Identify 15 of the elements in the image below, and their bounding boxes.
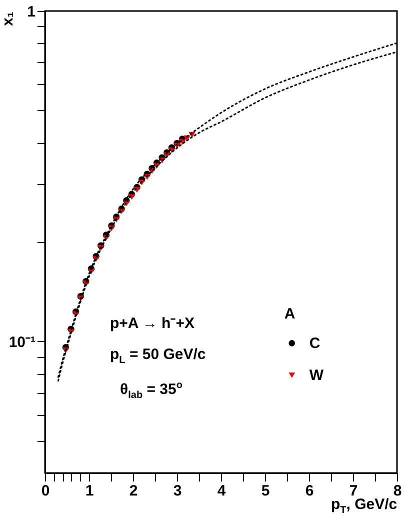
x-tick-label: 1 — [85, 482, 94, 500]
annotation: p$_{L}$ = 50 GeV/c — [110, 346, 206, 366]
annotation: θ$_{lab}$ = 35$^{o}$ — [120, 380, 182, 401]
legend-label: W — [309, 367, 324, 384]
legend-title: A — [284, 306, 296, 323]
x-tick-label: 3 — [173, 482, 182, 500]
y-tick-label: 10⁻¹ — [8, 334, 36, 351]
legend-label: C — [309, 335, 320, 352]
y-axis-title: x₁ — [0, 12, 16, 26]
x-tick-label: 4 — [217, 482, 226, 500]
x-tick-label: 2 — [129, 482, 138, 500]
x-tick-label: 5 — [261, 482, 270, 500]
x-tick-label: 6 — [305, 482, 314, 500]
annotation: p+A → h⁻+X — [110, 314, 194, 332]
x-tick-label: 0 — [41, 482, 50, 500]
